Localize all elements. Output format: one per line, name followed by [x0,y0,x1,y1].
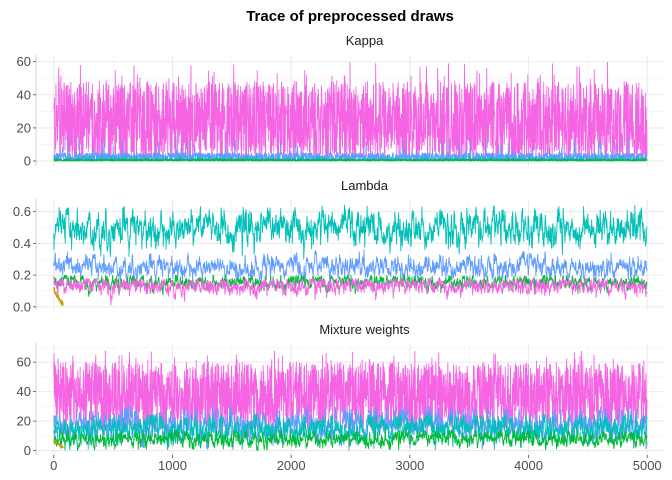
facet-panels: Kappa 0 20 40 60 Lambda 0.0 0.2 0.4 0.6 Mixture we… [13,33,665,473]
y-tick-label: 0 [24,443,31,458]
facet-panel: Lambda 0.0 0.2 0.4 0.6 [13,178,665,314]
x-tick-label: 5000 [633,458,662,473]
trace-series-line [53,429,648,451]
trace-series-line [53,438,64,449]
y-tick-label: 0.0 [13,299,31,314]
x-tick-label: 3000 [395,458,424,473]
y-tick-label: 60 [17,355,31,370]
y-tick-label: 0.2 [13,268,31,283]
facet-panel: Kappa 0 20 40 60 [17,33,665,169]
panel-strip-label: Lambda [341,178,389,193]
trace-series-line [53,61,648,162]
y-tick-label: 20 [17,120,31,135]
chart-title: Trace of preprocessed draws [246,8,454,25]
x-tick-label: 2000 [277,458,306,473]
y-tick-label: 20 [17,414,31,429]
trace-series-line [53,413,648,451]
y-tick-label: 0.6 [13,204,31,219]
y-tick-label: 0.4 [13,236,31,251]
trace-series-line [53,249,648,287]
x-axis: 0 1000 2000 3000 4000 5000 [50,455,662,473]
x-tick-label: 1000 [158,458,187,473]
panel-strip-label: Mixture weights [319,322,410,337]
panel-grid [36,199,665,310]
trace-series-line [53,204,648,260]
y-tick-label: 40 [17,87,31,102]
facet-panel: Mixture weights 0 20 40 60 [17,322,665,458]
trace-series-line [53,350,648,429]
trace-series-line [53,157,648,162]
panel-strip-label: Kappa [346,33,384,48]
y-tick-label: 40 [17,384,31,399]
trace-series-line [53,277,648,306]
y-tick-label: 60 [17,54,31,69]
x-tick-label: 0 [50,458,57,473]
x-tick-label: 4000 [514,458,543,473]
y-tick-label: 0 [24,154,31,169]
trace-series-line [53,286,64,307]
